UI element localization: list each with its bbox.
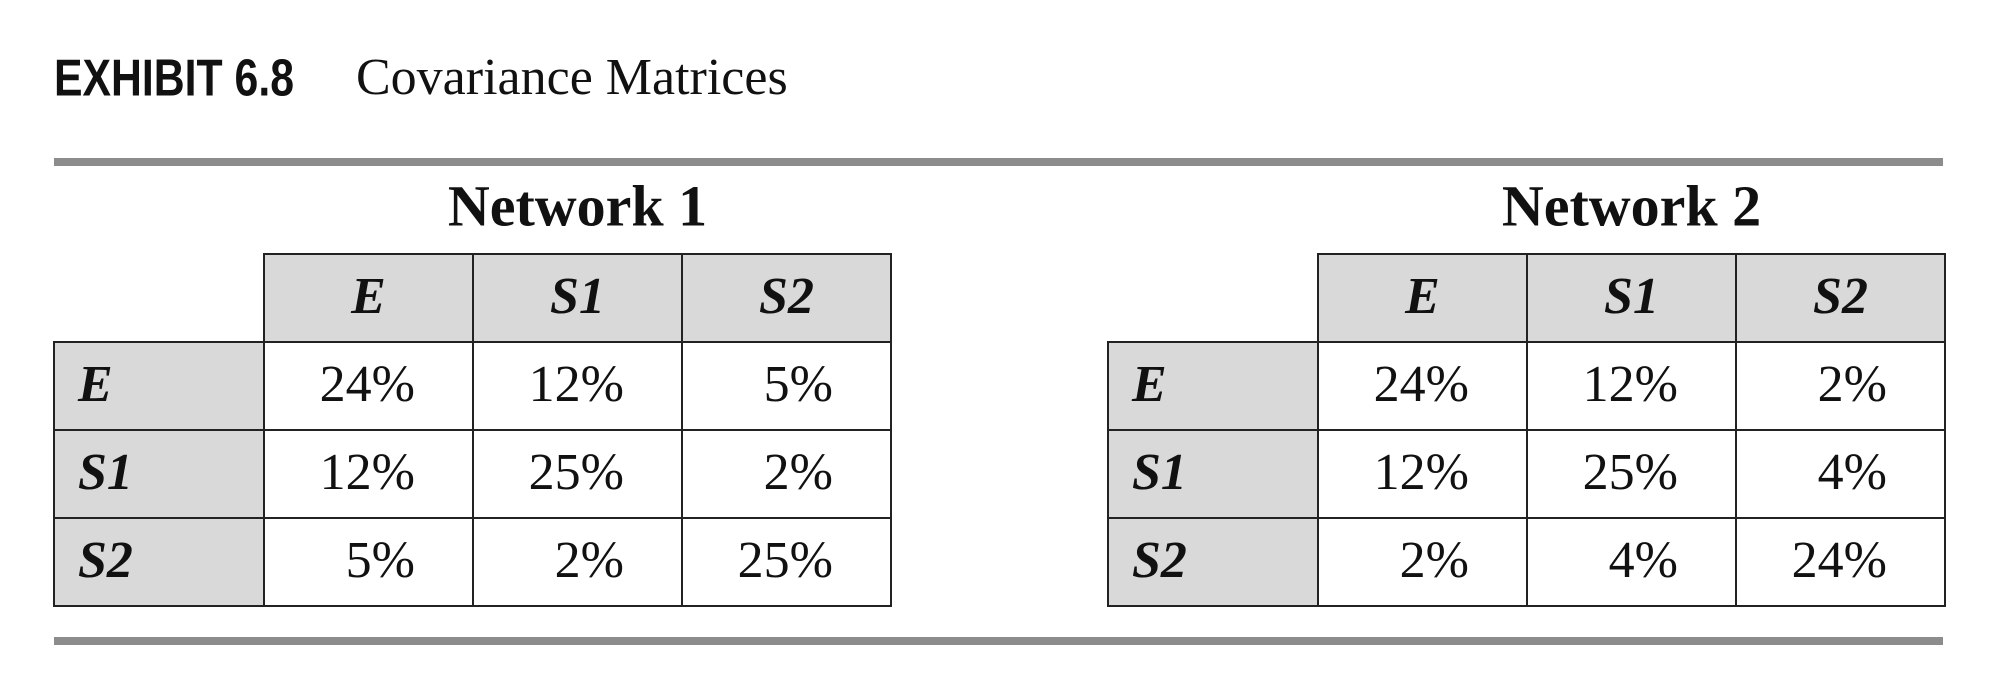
column-header: S2 xyxy=(1813,268,1868,325)
cell-value: 5% xyxy=(764,356,833,413)
cell-value: 4% xyxy=(1609,532,1678,589)
table-title: Network 2 xyxy=(1502,173,1761,238)
column-header: S2 xyxy=(759,268,814,325)
cell xyxy=(263,517,474,607)
exhibit-title: Covariance Matrices xyxy=(356,49,788,106)
top-rule xyxy=(54,158,1943,166)
cell-value: 24% xyxy=(1374,356,1469,413)
cell xyxy=(472,341,683,431)
cell xyxy=(472,429,683,519)
cell-value: 12% xyxy=(1374,444,1469,501)
row-header-cell xyxy=(53,429,265,519)
cell-value: 12% xyxy=(320,444,415,501)
cell xyxy=(681,429,892,519)
row-header-cell xyxy=(1107,341,1319,431)
column-header: S1 xyxy=(550,268,605,325)
cell xyxy=(1735,429,1946,519)
row-header: S1 xyxy=(1132,444,1187,501)
cell-value: 2% xyxy=(1400,532,1469,589)
cell-value: 2% xyxy=(1818,356,1887,413)
cell-value: 25% xyxy=(1583,444,1678,501)
column-header: E xyxy=(1404,268,1440,325)
row-header-cell xyxy=(53,341,265,431)
row-header: S2 xyxy=(78,532,133,589)
row-header-cell xyxy=(1107,517,1319,607)
cell xyxy=(1526,429,1737,519)
cell-value: 25% xyxy=(529,444,624,501)
cell-value: 12% xyxy=(529,356,624,413)
cell xyxy=(1317,341,1528,431)
cell-value: 25% xyxy=(738,532,833,589)
cell xyxy=(1526,517,1737,607)
row-header-cell xyxy=(53,517,265,607)
cell xyxy=(1735,517,1946,607)
cell-value: 4% xyxy=(1818,444,1887,501)
header-cell xyxy=(263,253,474,343)
cell-value: 2% xyxy=(555,532,624,589)
header-cell xyxy=(681,253,892,343)
header-cell xyxy=(472,253,683,343)
row-header: S2 xyxy=(1132,532,1187,589)
bottom-rule xyxy=(54,637,1943,645)
cell-value: 12% xyxy=(1583,356,1678,413)
cell-value: 2% xyxy=(764,444,833,501)
row-header: E xyxy=(77,356,113,413)
cell xyxy=(1317,517,1528,607)
cell xyxy=(681,517,892,607)
column-header: E xyxy=(350,268,386,325)
header-cell xyxy=(1735,253,1946,343)
exhibit-label: EXHIBIT 6.8 xyxy=(54,50,294,108)
row-header: E xyxy=(1131,356,1167,413)
column-header: S1 xyxy=(1604,268,1659,325)
header-cell xyxy=(1317,253,1528,343)
cell-value: 5% xyxy=(346,532,415,589)
cell-value: 24% xyxy=(1792,532,1887,589)
cell xyxy=(472,517,683,607)
header-cell xyxy=(1526,253,1737,343)
row-header-cell xyxy=(1107,429,1319,519)
cell-value: 24% xyxy=(320,356,415,413)
cell xyxy=(1735,341,1946,431)
row-header: S1 xyxy=(78,444,133,501)
table-title: Network 1 xyxy=(448,173,707,238)
cell xyxy=(1526,341,1737,431)
